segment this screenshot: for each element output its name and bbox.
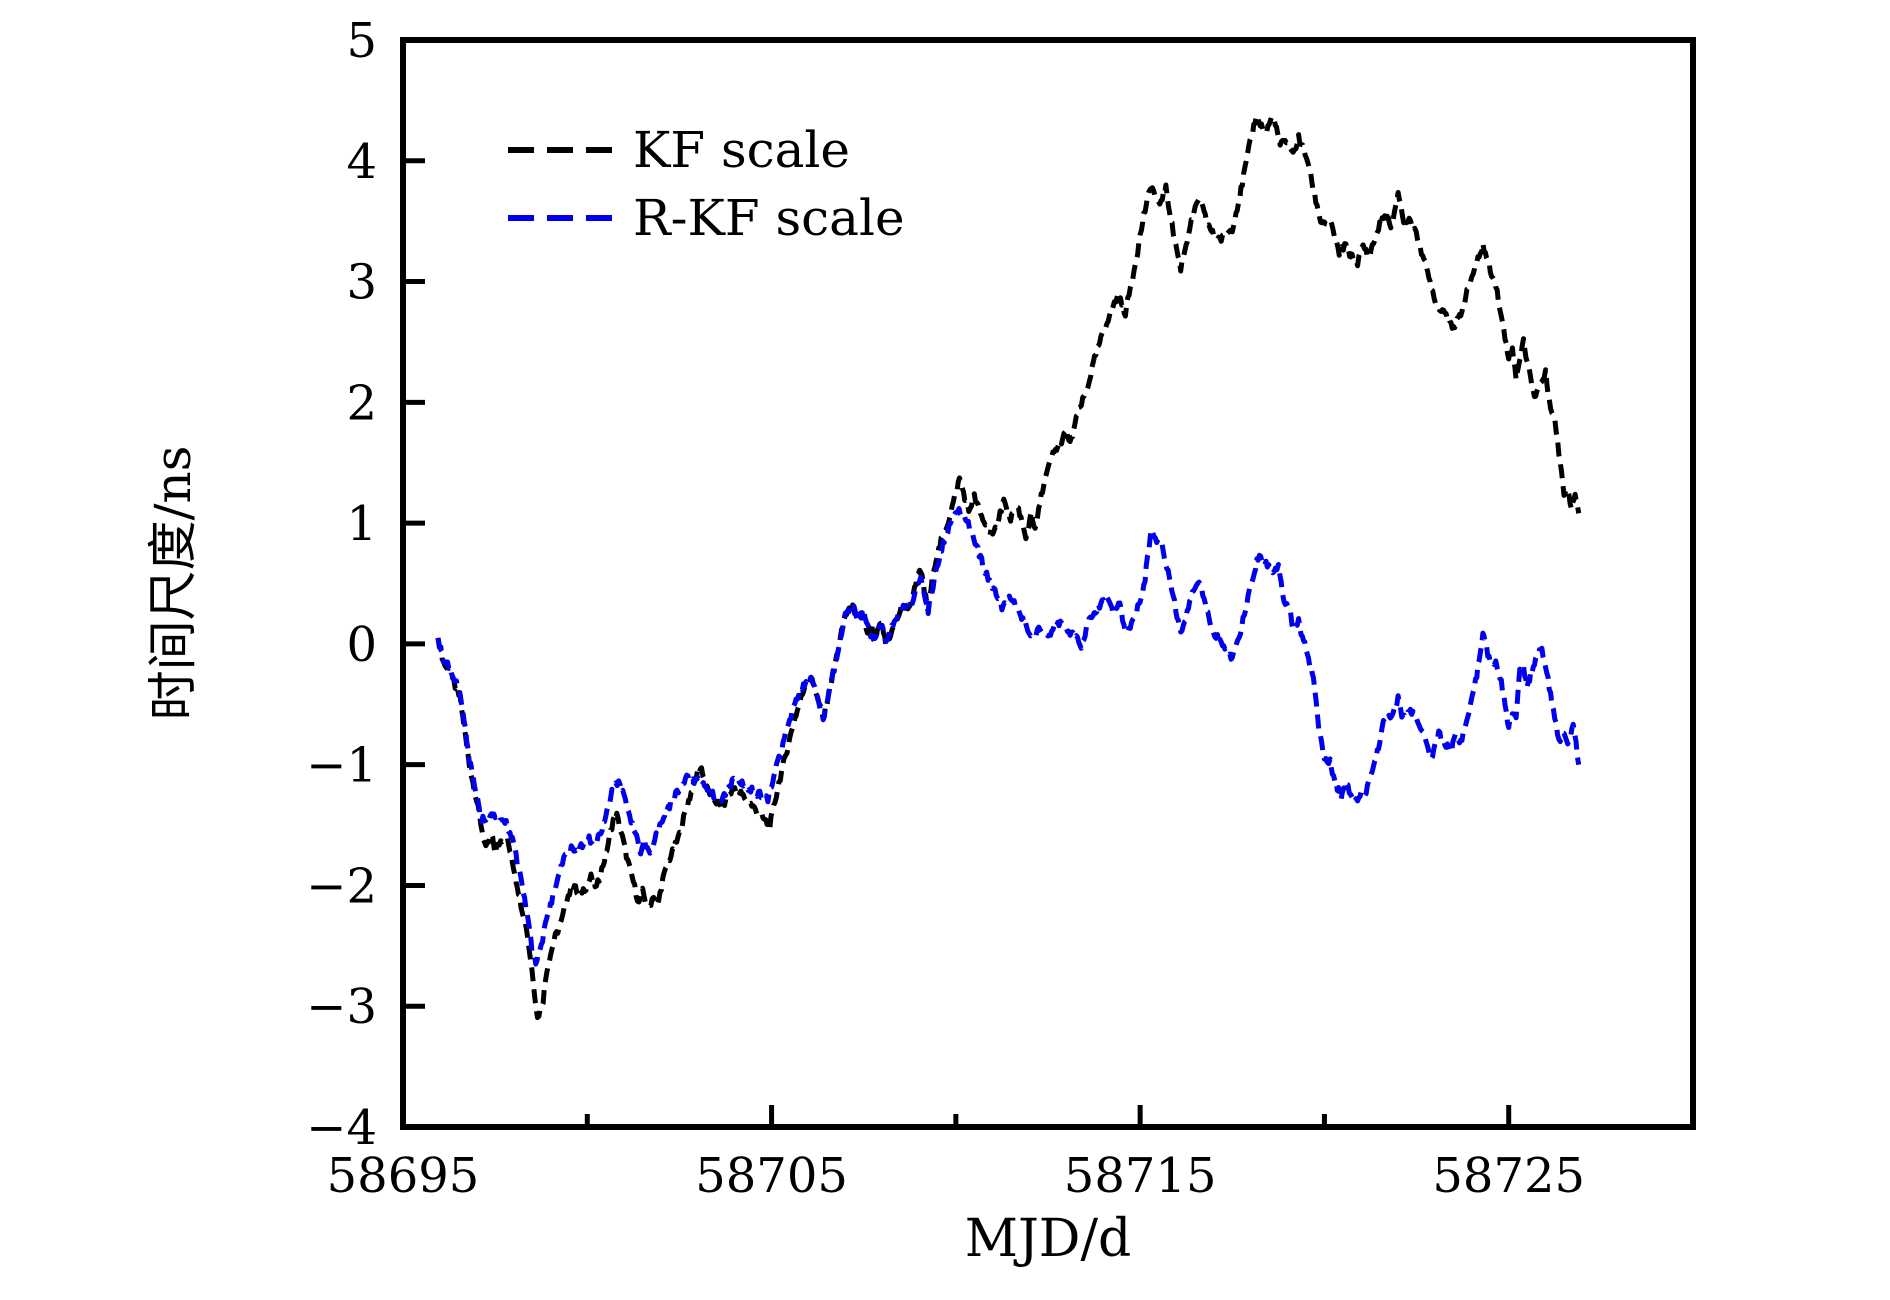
x-axis-label: MJD/d — [965, 1209, 1132, 1269]
legend-kf-label: KF scale — [633, 121, 850, 179]
y-tick-label: 2 — [346, 375, 377, 431]
kf-scale-line — [435, 113, 1582, 1021]
y-tick-label: −3 — [306, 979, 377, 1035]
x-tick-label: 58705 — [695, 1148, 848, 1204]
y-tick-label: 4 — [346, 134, 377, 190]
y-tick-label: 0 — [346, 617, 377, 673]
plot-border — [400, 37, 1696, 1130]
x-tick-label: 58695 — [327, 1148, 480, 1204]
x-tick-label: 58715 — [1064, 1148, 1217, 1204]
r-kf-scale-line — [435, 506, 1582, 967]
x-tick-label: 58725 — [1432, 1148, 1585, 1204]
y-tick-label: −1 — [306, 738, 377, 794]
y-tick-label: 5 — [346, 13, 377, 69]
y-tick-label: 1 — [346, 496, 377, 552]
legend-rkf-label: R-KF scale — [633, 189, 905, 247]
legend: KF scale R-KF scale — [508, 121, 905, 247]
y-tick-label: 3 — [346, 255, 377, 311]
y-tick-label: −4 — [306, 1100, 377, 1156]
y-axis-label: 时间尺度/ns — [144, 446, 202, 721]
y-tick-label: −2 — [306, 858, 377, 914]
